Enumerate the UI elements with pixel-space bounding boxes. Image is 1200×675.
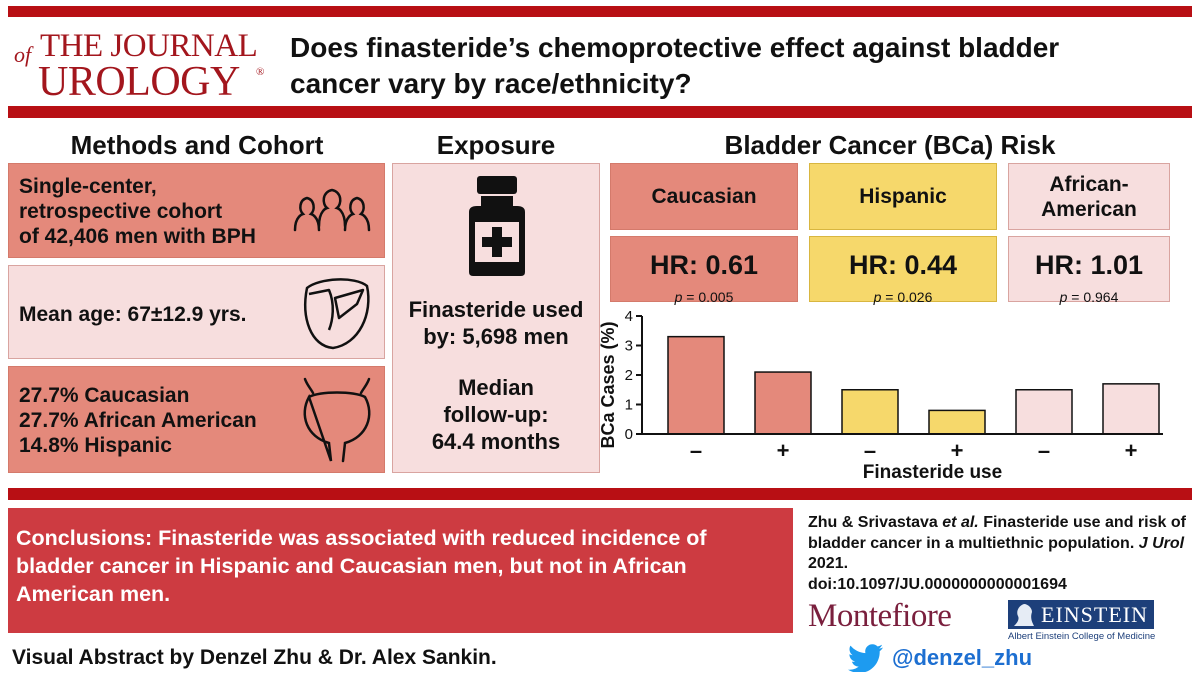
methods-race-text: 27.7% Caucasian 27.7% African American 1…: [19, 384, 257, 457]
header-divider: [8, 106, 1192, 118]
x-tick-label: +: [951, 438, 964, 463]
x-tick-label: –: [864, 438, 876, 463]
hr-value: HR: 0.44: [848, 250, 958, 280]
visual-abstract-credit: Visual Abstract by Denzel Zhu & Dr. Alex…: [12, 646, 497, 669]
hr-box-caucasian: HR: 0.61 p = 0.005: [610, 236, 798, 305]
twitter-handles: @denzel_zhu @alexsankinMD: [892, 645, 1060, 675]
conclusion-text: Conclusions: Finasteride was associated …: [16, 526, 707, 606]
einstein-logo-subtitle: Albert Einstein College of Medicine: [1008, 631, 1156, 642]
hr-box-african-american: HR: 1.01 p = 0.964: [1008, 236, 1170, 305]
journal-logo-reg: ®: [256, 66, 265, 78]
medicine-bottle-icon: [469, 176, 525, 276]
x-tick-label: +: [1125, 438, 1138, 463]
journal-logo-of: of: [14, 42, 32, 67]
x-tick-label: +: [777, 438, 790, 463]
y-axis-label: BCa Cases (%): [598, 321, 618, 448]
prostate-icon: [304, 278, 370, 350]
page-title: Does finasteride’s chemoprotective effec…: [290, 30, 1190, 102]
methods-age-box: Mean age: 67±12.9 yrs.: [8, 265, 385, 359]
risk-group-african-american: African- American: [1008, 163, 1170, 230]
bar-3: [928, 409, 986, 435]
x-tick-label: –: [690, 438, 702, 463]
methods-age-text: Mean age: 67±12.9 yrs.: [19, 303, 247, 326]
p-value: p = 0.964: [1059, 289, 1119, 305]
methods-race-box: 27.7% Caucasian 27.7% African American 1…: [8, 366, 385, 473]
exposure-heading: Exposure: [436, 130, 556, 160]
journal-logo-line1: THE JOURNAL: [40, 28, 258, 64]
methods-heading: Methods and Cohort: [70, 130, 324, 160]
exposure-box: Finasteride used by: 5,698 men Median fo…: [392, 163, 600, 473]
hr-value: HR: 0.61: [649, 250, 759, 280]
y-tick-label: 4: [625, 308, 633, 325]
bar-0: [667, 335, 725, 435]
y-tick-label: 3: [625, 338, 633, 355]
bar-4: [1015, 389, 1073, 435]
methods-cohort-text: Single-center, retrospective cohort of 4…: [19, 175, 256, 248]
einstein-logo: EINSTEIN Albert Einstein College of Medi…: [1008, 600, 1156, 642]
methods-cohort-box: Single-center, retrospective cohort of 4…: [8, 163, 385, 258]
risk-heading: Bladder Cancer (BCa) Risk: [724, 130, 1056, 160]
page-title-line1: Does finasteride’s chemoprotective effec…: [290, 32, 1060, 63]
p-value: p = 0.005: [674, 289, 734, 305]
conclusion-divider: [8, 488, 1192, 500]
page-title-line2: cancer vary by race/ethnicity?: [290, 68, 692, 99]
bladder-icon: [303, 377, 371, 463]
p-value: p = 0.026: [873, 289, 933, 305]
y-tick-label: 0: [625, 426, 633, 443]
montefiore-logo: Montefiore: [808, 598, 952, 634]
bar-2: [841, 389, 899, 435]
journal-logo-line2: UROLOGY: [38, 59, 240, 105]
x-tick-label: –: [1038, 438, 1050, 463]
citation: Zhu & Srivastava et al. Finasteride use …: [808, 514, 1186, 593]
risk-group-hispanic: Hispanic: [809, 163, 997, 230]
exposure-followup-text: Median follow-up: 64.4 months: [431, 375, 561, 454]
y-tick-label: 2: [625, 367, 633, 384]
bar-5: [1102, 383, 1160, 435]
twitter-bird-icon: [848, 644, 883, 672]
hr-box-hispanic: HR: 0.44 p = 0.026: [809, 236, 997, 305]
exposure-used-text: Finasteride used by: 5,698 men: [408, 297, 584, 349]
einstein-logo-badge: EINSTEIN: [1008, 600, 1154, 629]
top-bar: [8, 6, 1192, 17]
conclusion-box: Conclusions: Finasteride was associated …: [8, 508, 793, 633]
hr-value: HR: 1.01: [1034, 250, 1144, 280]
risk-group-caucasian: Caucasian: [610, 163, 798, 230]
people-icon: [293, 188, 371, 232]
bar-1: [754, 371, 812, 435]
x-axis-label: Finasteride use: [863, 462, 1002, 483]
einstein-figure-icon: [1014, 604, 1034, 626]
journal-logo: of THE JOURNAL UROLOGY ®: [12, 22, 272, 105]
y-tick-label: 1: [625, 397, 633, 414]
